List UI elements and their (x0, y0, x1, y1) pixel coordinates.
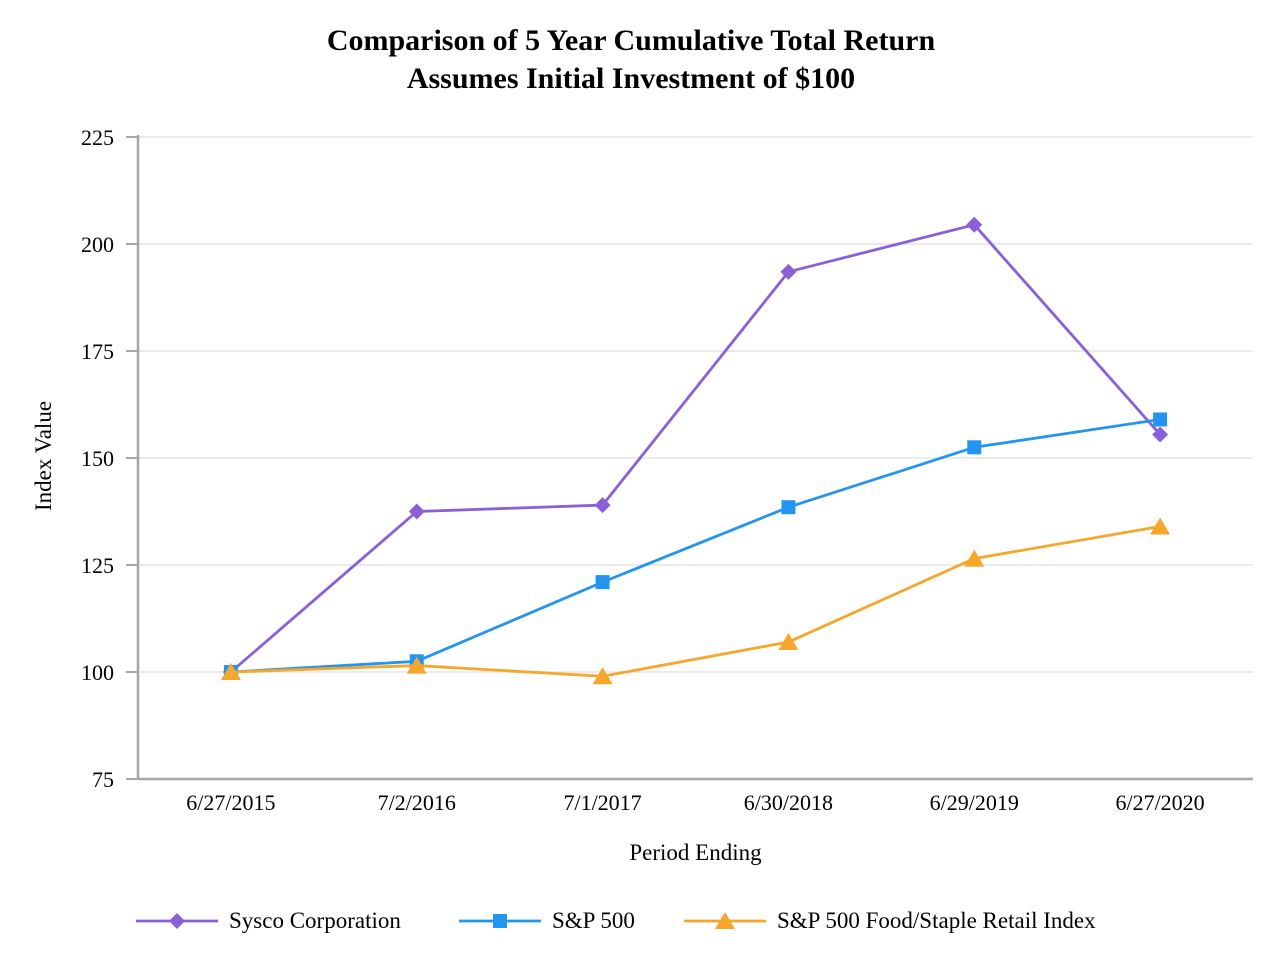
data-point-marker (1150, 517, 1171, 535)
legend-swatch (136, 913, 218, 929)
y-tick-label: 200 (81, 232, 114, 257)
series-line (230, 418, 1161, 674)
x-axis-title: Period Ending (629, 840, 762, 865)
chart-title-line2: Assumes Initial Investment of $100 (406, 62, 856, 95)
legend-item-food-staple: S&P 500 Food/Staple Retail Index (683, 904, 1096, 938)
data-point-marker (406, 656, 427, 674)
x-tick-label: 6/27/2015 (186, 790, 275, 815)
y-tick-label: 100 (81, 660, 114, 685)
x-tick-label: 6/30/2018 (744, 790, 833, 815)
legend-swatch (684, 912, 766, 929)
y-axis-title: Index Value (31, 400, 56, 512)
data-point-marker (780, 263, 797, 280)
y-tick-label: 125 (81, 553, 114, 578)
y-tick-label: 150 (81, 446, 114, 471)
data-point-marker (778, 633, 799, 651)
legend-swatch-square-icon (458, 908, 542, 934)
series-line (230, 223, 1162, 674)
data-point-marker (1153, 412, 1168, 427)
series-line (230, 525, 1161, 678)
x-tick-label: 6/27/2020 (1115, 790, 1204, 815)
chart-legend: Sysco Corporation S&P 500 S&P 500 Food/S… (0, 904, 1272, 940)
data-point-marker (594, 497, 611, 514)
data-point-marker (1152, 426, 1169, 443)
legend-swatch-triangle-icon (683, 908, 767, 934)
data-point-marker (595, 575, 610, 590)
chart-title: Comparison of 5 Year Cumulative Total Re… (0, 22, 1262, 98)
legend-swatch-diamond-icon (135, 908, 219, 934)
y-tick-label: 75 (92, 767, 114, 792)
diamond-marker-icon (169, 913, 185, 929)
data-point-marker (964, 549, 985, 567)
square-marker-icon (493, 914, 507, 928)
legend-label: S&P 500 (552, 908, 635, 933)
y-tick-label: 175 (81, 339, 114, 364)
x-tick-label: 7/1/2017 (563, 790, 641, 815)
x-tick-label: 6/29/2019 (930, 790, 1019, 815)
chart-title-line1: Comparison of 5 Year Cumulative Total Re… (326, 24, 936, 57)
legend-label: S&P 500 Food/Staple Retail Index (777, 908, 1096, 933)
data-point-marker (967, 440, 982, 455)
x-tick-label: 7/2/2016 (378, 790, 456, 815)
legend-item-sp500: S&P 500 (458, 904, 635, 938)
data-point-marker (408, 503, 425, 520)
data-point-marker (220, 663, 241, 680)
legend-item-sysco: Sysco Corporation (135, 904, 401, 938)
legend-swatch (459, 914, 541, 928)
data-point-marker (592, 667, 613, 685)
y-tick-label: 225 (81, 125, 114, 150)
data-point-marker (781, 500, 796, 515)
triangle-marker-icon (715, 912, 735, 929)
data-point-marker (966, 216, 983, 233)
legend-label: Sysco Corporation (229, 908, 401, 933)
